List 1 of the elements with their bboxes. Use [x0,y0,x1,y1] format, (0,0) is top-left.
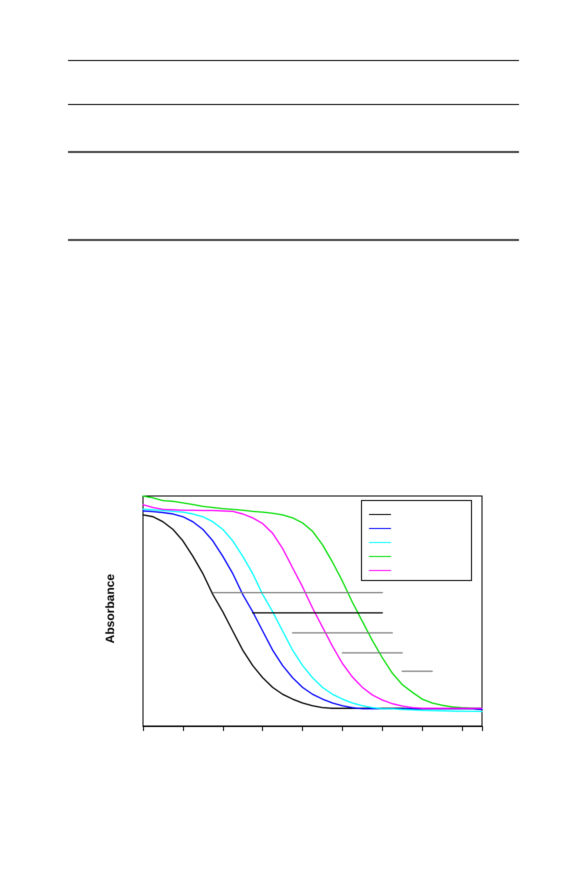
y-axis-title: Absorbance [103,574,117,644]
